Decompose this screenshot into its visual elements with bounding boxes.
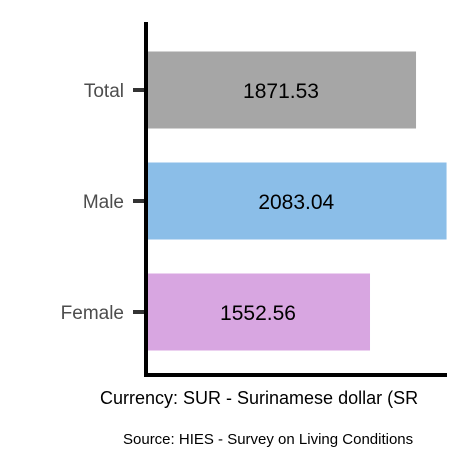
y-axis-ticks <box>133 88 146 314</box>
category-labels: Total Male Female <box>61 81 124 324</box>
bars-layer <box>146 51 447 351</box>
value-label-total: 1871.53 <box>243 80 319 103</box>
source-caption: Source: HIES - Survey on Living Conditio… <box>123 431 413 448</box>
x-axis-title: Currency: SUR - Surinamese dollar (SR <box>100 388 418 408</box>
bar-total <box>146 51 417 129</box>
value-labels: 1871.53 2083.04 1552.56 <box>220 80 335 325</box>
category-label-female: Female <box>61 303 124 324</box>
value-label-female: 1552.56 <box>220 302 296 325</box>
value-label-male: 2083.04 <box>258 191 334 214</box>
bar-female <box>146 273 371 351</box>
bar-male <box>146 162 447 240</box>
category-label-total: Total <box>84 81 124 102</box>
category-label-male: Male <box>83 192 124 213</box>
